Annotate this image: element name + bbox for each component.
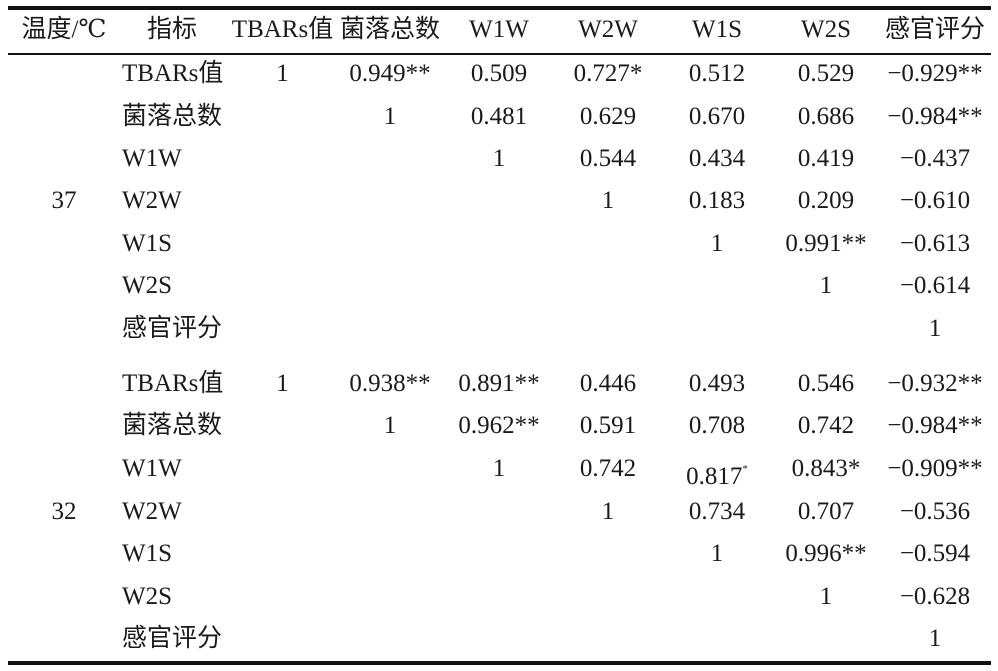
table-cell: 0.949** bbox=[349, 60, 431, 87]
table-cell: 0.209 bbox=[797, 187, 855, 214]
table-cell: 0.817* bbox=[663, 454, 771, 490]
row-indicator: 感官评分 bbox=[122, 625, 223, 652]
table-cell: 0.529 bbox=[797, 60, 855, 87]
table-cell: 1 bbox=[928, 625, 942, 652]
row-indicator: 感官评分 bbox=[122, 315, 223, 342]
table-cell: 0.629 bbox=[579, 103, 637, 130]
table-cell: 0.481 bbox=[470, 103, 528, 130]
table-cell: 1 bbox=[601, 187, 615, 214]
table-cell: 1 bbox=[276, 60, 289, 87]
table-cell: −0.594 bbox=[899, 540, 971, 567]
table-cell: 1 bbox=[383, 412, 397, 439]
row-indicator: W1W bbox=[122, 455, 182, 482]
table-cell: 1 bbox=[492, 455, 506, 482]
table-header-rule bbox=[8, 53, 991, 55]
table-cell: 1 bbox=[601, 498, 615, 525]
table-cell: 0.419 bbox=[797, 145, 855, 172]
table-cell: 0.183 bbox=[688, 187, 746, 214]
table-cell: 0.670 bbox=[688, 103, 746, 130]
table-cell: 1 bbox=[276, 370, 289, 397]
table-cell: −0.610 bbox=[899, 187, 971, 214]
row-indicator: TBARs值 bbox=[122, 370, 224, 397]
header-colony-count: 菌落总数 bbox=[339, 16, 440, 43]
table-bottom-rule bbox=[8, 661, 991, 665]
table-cell: −0.929** bbox=[887, 60, 983, 87]
table-cell: 1 bbox=[710, 540, 724, 567]
table-cell: −0.614 bbox=[899, 272, 971, 299]
row-indicator: W2S bbox=[122, 583, 172, 610]
table-cell: 0.996** bbox=[785, 540, 867, 567]
table-cell: 0.727* bbox=[573, 60, 643, 87]
row-indicator: 菌落总数 bbox=[122, 103, 223, 130]
table-cell: 0.938** bbox=[349, 370, 431, 397]
table-cell: 0.707 bbox=[797, 498, 855, 525]
header-w2w: W2W bbox=[578, 16, 638, 43]
row-indicator: 菌落总数 bbox=[122, 412, 223, 439]
table-cell: 1 bbox=[819, 272, 833, 299]
table-cell: 0.742 bbox=[797, 412, 855, 439]
table-cell: −0.628 bbox=[899, 583, 971, 610]
table-cell: 0.991** bbox=[785, 230, 867, 257]
header-sensory-score: 感官评分 bbox=[884, 16, 985, 43]
header-tbars: TBARs值 bbox=[231, 16, 334, 43]
header-temperature: 温度/℃ bbox=[21, 16, 107, 43]
table-cell: 0.742 bbox=[579, 455, 637, 482]
table-top-rule bbox=[8, 6, 991, 10]
table-cell: 0.591 bbox=[579, 412, 637, 439]
group-temperature: 37 bbox=[51, 187, 77, 214]
table-cell: 0.708 bbox=[688, 412, 746, 439]
group-temperature: 32 bbox=[51, 498, 77, 525]
table-cell: 1 bbox=[383, 103, 397, 130]
row-indicator: TBARs值 bbox=[122, 60, 224, 87]
cell-value: 0.817 bbox=[686, 463, 743, 490]
row-indicator: W2S bbox=[122, 272, 172, 299]
table-cell: 0.891** bbox=[458, 370, 540, 397]
table-cell: 0.434 bbox=[688, 145, 746, 172]
row-indicator: W1S bbox=[122, 540, 172, 567]
table-cell: −0.932** bbox=[887, 370, 983, 397]
significance-mark: * bbox=[742, 463, 748, 475]
table-cell: 0.962** bbox=[458, 412, 540, 439]
header-indicator: 指标 bbox=[146, 16, 197, 43]
table-cell: 1 bbox=[710, 230, 724, 257]
table-cell: 0.843* bbox=[791, 455, 861, 482]
row-indicator: W1S bbox=[122, 230, 172, 257]
header-w1w: W1W bbox=[469, 16, 529, 43]
table-cell: −0.536 bbox=[899, 498, 971, 525]
table-cell: 0.509 bbox=[470, 60, 528, 87]
header-w2s: W2S bbox=[801, 16, 851, 43]
table-cell: 0.493 bbox=[688, 370, 746, 397]
table-cell: 1 bbox=[492, 145, 506, 172]
row-indicator: W2W bbox=[122, 498, 182, 525]
table-cell: 0.686 bbox=[797, 103, 855, 130]
table-cell: 0.446 bbox=[579, 370, 637, 397]
table-cell: 0.734 bbox=[688, 498, 746, 525]
table-cell: −0.437 bbox=[899, 145, 971, 172]
table-cell: 0.546 bbox=[797, 370, 855, 397]
table-cell: −0.613 bbox=[899, 230, 971, 257]
table-cell: 1 bbox=[819, 583, 833, 610]
table-cell: 1 bbox=[928, 315, 942, 342]
table-cell: 0.544 bbox=[579, 145, 637, 172]
row-indicator: W2W bbox=[122, 187, 182, 214]
table-cell: −0.909** bbox=[887, 455, 983, 482]
table-cell: 0.512 bbox=[688, 60, 746, 87]
table-cell: −0.984** bbox=[887, 412, 983, 439]
row-indicator: W1W bbox=[122, 145, 182, 172]
header-w1s: W1S bbox=[692, 16, 742, 43]
table-cell: −0.984** bbox=[887, 103, 983, 130]
